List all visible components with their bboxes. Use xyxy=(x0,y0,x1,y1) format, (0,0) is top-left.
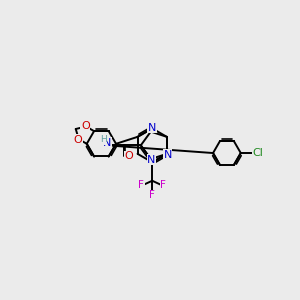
Text: N: N xyxy=(147,155,156,165)
Text: F: F xyxy=(149,190,155,200)
Text: H: H xyxy=(100,136,106,145)
Text: N: N xyxy=(164,150,172,160)
Text: O: O xyxy=(74,135,82,145)
Text: O: O xyxy=(124,151,133,161)
Text: F: F xyxy=(160,180,166,190)
Text: N: N xyxy=(103,138,111,148)
Text: N: N xyxy=(148,123,156,133)
Text: Cl: Cl xyxy=(252,148,263,158)
Text: F: F xyxy=(139,180,144,190)
Text: O: O xyxy=(81,121,90,131)
